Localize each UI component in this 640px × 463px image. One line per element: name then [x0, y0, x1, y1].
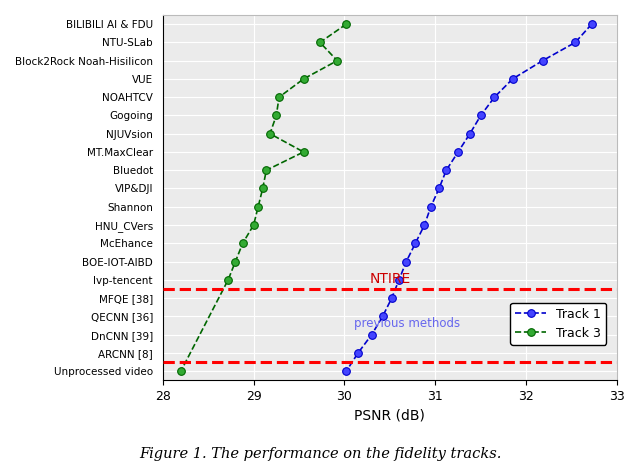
Track 1 [454, 149, 462, 155]
Track 3 [232, 259, 239, 264]
Track 3 [275, 94, 283, 100]
Track 1 [427, 204, 435, 210]
Track 1 [379, 313, 387, 319]
Track 3 [316, 40, 324, 45]
Track 3 [224, 277, 232, 282]
Track 3 [266, 131, 274, 137]
Track 3 [300, 76, 307, 81]
Track 3 [262, 168, 270, 173]
Track 3 [273, 113, 280, 118]
Track 1 [403, 259, 410, 264]
Text: NTIRE: NTIRE [370, 272, 411, 286]
Track 3 [177, 369, 185, 374]
Text: Figure 1. The performance on the fidelity tracks.: Figure 1. The performance on the fidelit… [139, 447, 501, 461]
Track 3 [239, 240, 246, 246]
Track 1 [412, 240, 419, 246]
Track 3 [333, 58, 341, 63]
Track 1 [509, 76, 516, 81]
Track 1 [539, 58, 547, 63]
Track 3 [300, 149, 307, 155]
Legend: Track 1, Track 3: Track 1, Track 3 [510, 302, 606, 345]
Track 3 [254, 204, 262, 210]
Track 1 [355, 350, 362, 356]
Track 3 [259, 186, 266, 191]
Track 1 [368, 332, 376, 338]
Track 1 [435, 186, 443, 191]
Track 3 [250, 222, 257, 228]
Track 1 [572, 40, 579, 45]
Track 3 [342, 21, 350, 27]
X-axis label: PSNR (dB): PSNR (dB) [355, 408, 426, 423]
Track 1 [420, 222, 428, 228]
Track 1 [588, 21, 595, 27]
Line: Track 1: Track 1 [342, 20, 595, 375]
Track 1 [395, 277, 403, 282]
Track 1 [442, 168, 450, 173]
Track 1 [388, 295, 396, 301]
Track 1 [466, 131, 474, 137]
Text: previous methods: previous methods [353, 317, 460, 330]
Track 1 [477, 113, 484, 118]
Line: Track 3: Track 3 [177, 20, 350, 375]
Track 1 [491, 94, 499, 100]
Track 1 [342, 369, 350, 374]
